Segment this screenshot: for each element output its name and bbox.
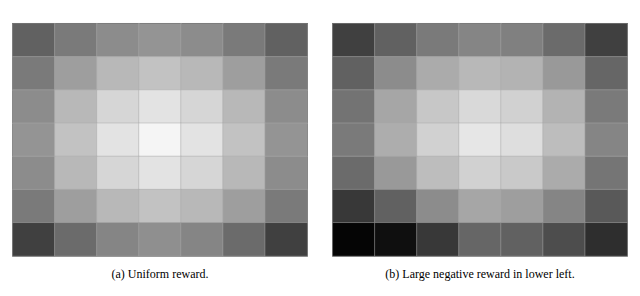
svg-text:(b) Large negative reward in l: (b) Large negative reward in lower left. [385, 267, 574, 281]
svg-text:(a) Uniform reward.: (a) Uniform reward. [112, 267, 209, 281]
